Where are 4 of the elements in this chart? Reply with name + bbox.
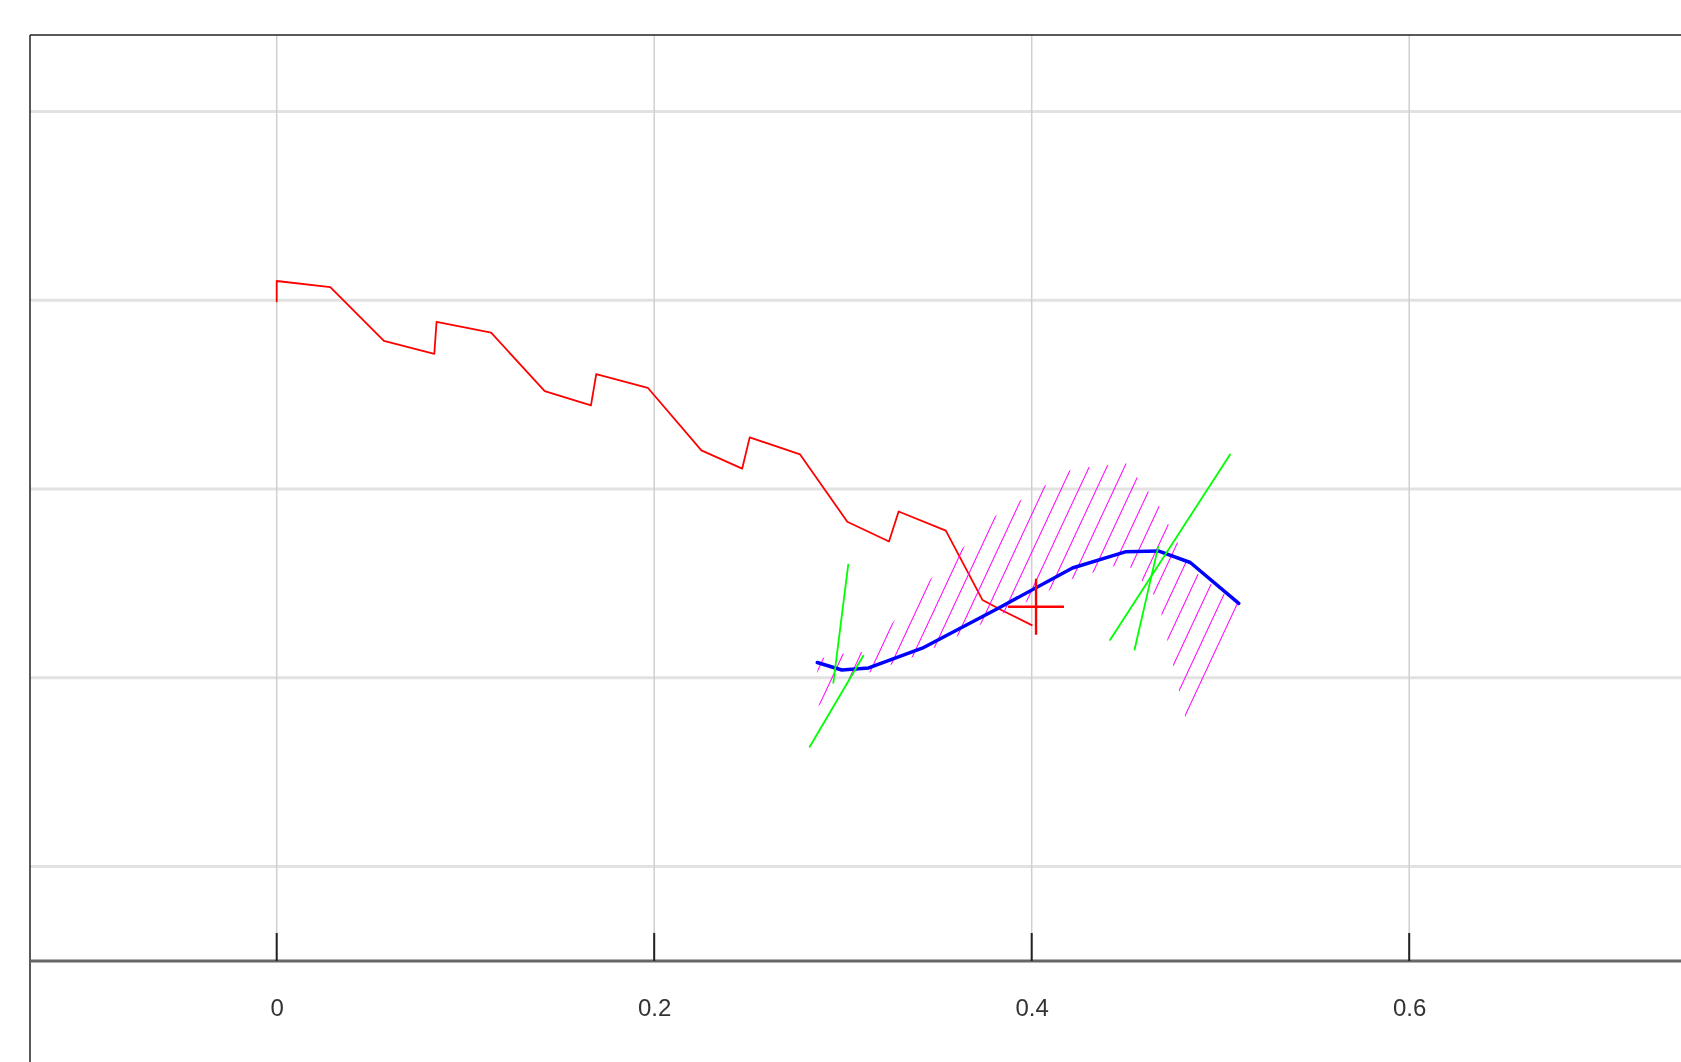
x-tick-label: 0 [270, 994, 284, 1022]
x-tick-label: 0.4 [1015, 994, 1049, 1022]
x-tick-label: 0.6 [1393, 994, 1427, 1022]
x-tick-label: 0.2 [638, 994, 672, 1022]
